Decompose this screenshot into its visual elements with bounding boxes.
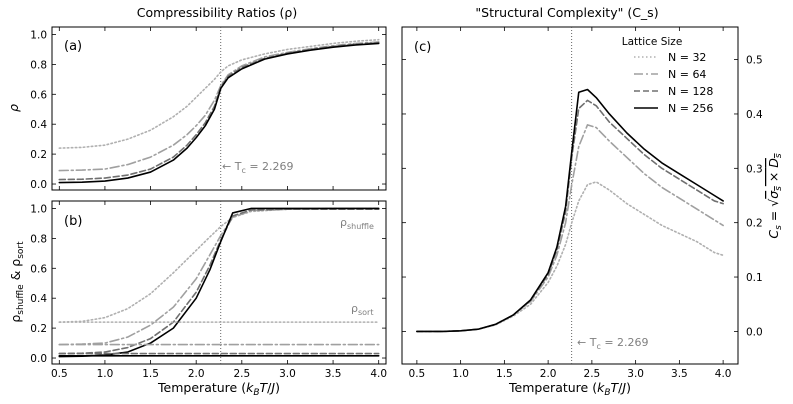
ylabel-b: ρshuffle & ρsort [8, 241, 26, 323]
xtick-label-c: 4.0 [715, 368, 732, 380]
panel-label-a: (a) [64, 39, 82, 54]
series-line-c [416, 181, 724, 333]
ytick-label-c: 0.2 [746, 218, 763, 230]
ytick-label-b: 0.8 [30, 233, 47, 245]
ytick-label-c: 0.3 [746, 163, 763, 175]
rho-shuffle-label: ρshuffle [340, 216, 374, 231]
legend-label: N = 32 [668, 51, 706, 64]
series-line-c [416, 88, 724, 333]
title-structural-complexity: "Structural Complexity" (C_s) [475, 5, 658, 20]
xtick-label-b: 0.5 [51, 368, 68, 380]
ytick-label-c: 0.1 [746, 272, 763, 284]
ytick-label-b: 0.0 [30, 353, 47, 365]
xtick-label-c: 1.5 [496, 368, 513, 380]
ytick-label-a: 0.8 [30, 59, 47, 71]
legend: Lattice Size N = 32 N = 64 N = 128 N = 256 [622, 36, 714, 115]
ytick-label-c: 0.5 [746, 55, 763, 67]
xtick-label-b: 1.5 [142, 368, 159, 380]
series-line-a [58, 38, 380, 149]
panel-c: 0.5 1.0 1.5 2.0 2.5 3.0 3.5 4.0 0.0 0.1 0.2 0.3 0.4 0… [401, 26, 784, 398]
ytick-label-c: 0.4 [746, 109, 763, 121]
rho-sort-label: ρsort [351, 302, 373, 317]
legend-label: N = 256 [668, 102, 713, 115]
xtick-label-c: 1.0 [452, 368, 469, 380]
ytick-label-a: 0.6 [30, 89, 47, 101]
xlabel-b: Temperature (kBT/J) [157, 380, 280, 398]
xtick-label-c: 2.5 [584, 368, 601, 380]
series-line-b [58, 207, 380, 358]
tc-annotation-a: ← Tc = 2.269 [222, 160, 294, 175]
ytick-label-b: 0.4 [30, 293, 47, 305]
xtick-label-b: 2.0 [188, 368, 205, 380]
ytick-label-b: 0.6 [30, 263, 47, 275]
xtick-label-c: 0.5 [409, 368, 426, 380]
series-line-a [58, 41, 380, 181]
xtick-label-c: 3.5 [671, 368, 688, 380]
tc-annotation-c: ← Tc = 2.269 [577, 336, 649, 351]
title-compressibility: Compressibility Ratios (ρ) [137, 5, 297, 20]
series-line-b [58, 207, 380, 323]
series-line-b [58, 208, 380, 355]
panel-label-c: (c) [414, 40, 431, 55]
ylabel-a: ρ [6, 104, 21, 112]
series-line-c [416, 99, 724, 333]
xtick-label-b: 2.5 [233, 368, 250, 380]
xtick-label-b: 3.0 [279, 368, 296, 380]
ytick-label-a: 0.2 [30, 149, 47, 161]
ytick-label-a: 0.0 [30, 179, 47, 191]
xtick-label-b: 1.0 [97, 368, 114, 380]
ylabel-c: Cs = √σs × Ds [766, 153, 784, 239]
ytick-label-a: 1.0 [30, 29, 47, 41]
legend-title: Lattice Size [622, 36, 683, 48]
xtick-label-b: 4.0 [370, 368, 387, 380]
series-line-c [416, 124, 724, 333]
panel-a: 0.0 0.2 0.4 0.6 0.8 1.0 (a) ← Tc = 2.269 ρ [6, 26, 387, 191]
legend-label: N = 128 [668, 85, 713, 98]
ytick-label-a: 0.4 [30, 119, 47, 131]
panel-label-b: (b) [64, 214, 82, 229]
series-line-a [58, 41, 380, 172]
panel-b: 0.5 1.0 1.5 2.0 2.5 3.0 3.5 4.0 0.0 0.2 0.4 0.6 0.8 1… [8, 200, 387, 398]
xlabel-c: Temperature (kBT/J) [508, 380, 631, 398]
ytick-label-b: 1.0 [30, 203, 47, 215]
legend-label: N = 64 [668, 68, 706, 81]
ytick-label-c: 0.0 [746, 326, 763, 338]
xtick-label-b: 3.5 [325, 368, 342, 380]
xtick-label-c: 2.0 [540, 368, 557, 380]
series-line-a [58, 42, 380, 184]
xtick-label-c: 3.0 [627, 368, 644, 380]
ytick-label-b: 0.2 [30, 323, 47, 335]
